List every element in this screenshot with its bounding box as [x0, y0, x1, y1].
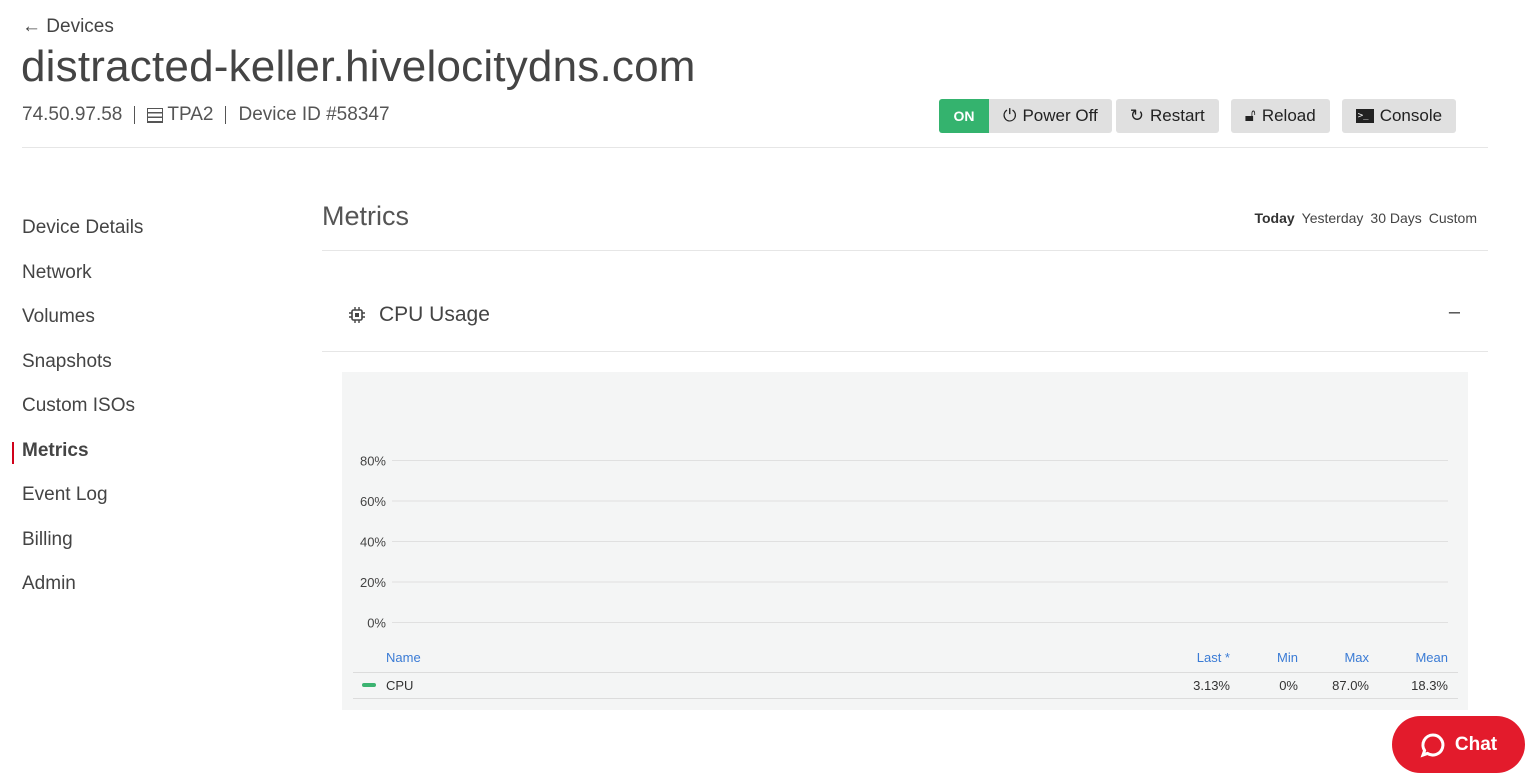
power-actions: ON ⏻ Power Off ↻ Restart 🔓︎ Reload >_ Consol… — [939, 99, 1457, 133]
range-custom[interactable]: Custom — [1428, 210, 1477, 226]
divider — [134, 106, 136, 124]
chat-label: Chat — [1454, 733, 1498, 755]
time-range-selector: Today Yesterday 30 Days Custom — [1254, 210, 1477, 226]
y-tick-label: 60% — [360, 494, 386, 509]
back-to-devices-link[interactable]: ← Devices — [22, 16, 114, 38]
ip-address: 74.50.97.58 — [22, 104, 123, 125]
legend-header-mean[interactable]: Mean — [1415, 650, 1448, 665]
sidebar-item-network[interactable]: Network — [22, 261, 92, 283]
chat-bubble-icon — [1420, 732, 1445, 757]
device-meta: 74.50.97.58 TPA2 Device ID #58347 — [22, 104, 390, 126]
restart-icon: ↻ — [1129, 106, 1144, 125]
legend-max-value: 87.0% — [1332, 678, 1369, 693]
sidebar-item-billing[interactable]: Billing — [22, 528, 73, 550]
console-button[interactable]: >_ Console — [1341, 99, 1457, 133]
legend-mean-value: 18.3% — [1411, 678, 1448, 693]
sidebar-item-metrics[interactable]: Metrics — [11, 429, 143, 474]
legend-swatch — [362, 683, 376, 687]
range-today[interactable]: Today — [1254, 210, 1295, 226]
power-off-label: Power Off — [1022, 106, 1098, 125]
reload-button[interactable]: 🔓︎ Reload — [1230, 99, 1330, 133]
legend-series-name[interactable]: CPU — [386, 678, 413, 693]
sidebar-item-snapshots[interactable]: Snapshots — [22, 350, 112, 372]
sidebar: Device Details Network Volumes Snapshots… — [11, 206, 144, 607]
y-tick-label: 40% — [360, 535, 386, 550]
legend-header-name[interactable]: Name — [386, 650, 421, 665]
restart-button[interactable]: ↻ Restart — [1115, 99, 1219, 133]
metrics-title: Metrics — [322, 201, 409, 231]
legend-header-min[interactable]: Min — [1277, 650, 1298, 665]
unlock-icon: 🔓︎ — [1244, 106, 1256, 125]
sidebar-item-device-details[interactable]: Device Details — [22, 217, 144, 239]
page-title: distracted-keller.hivelocitydns.com — [21, 42, 696, 91]
back-label: Devices — [46, 16, 114, 37]
arrow-left-icon: ← — [22, 16, 41, 37]
location: TPA2 — [167, 104, 214, 125]
range-yesterday[interactable]: Yesterday — [1301, 210, 1364, 226]
device-id: Device ID #58347 — [238, 104, 390, 125]
power-icon: ⏻ — [1003, 106, 1017, 125]
metrics-divider — [322, 250, 1488, 251]
sidebar-item-event-log[interactable]: Event Log — [22, 484, 108, 506]
collapse-button[interactable]: – — [1448, 301, 1460, 323]
divider — [225, 106, 227, 124]
legend-header-max[interactable]: Max — [1344, 650, 1369, 665]
y-tick-label: 20% — [360, 575, 386, 590]
legend-last-value: 3.13% — [1193, 678, 1230, 693]
y-tick-label: 80% — [360, 454, 386, 469]
terminal-icon: >_ — [1355, 109, 1374, 123]
power-status-badge: ON — [939, 99, 989, 133]
power-off-button[interactable]: ⏻ Power Off — [989, 99, 1112, 133]
console-label: Console — [1379, 106, 1443, 125]
cpu-usage-panel-header[interactable]: CPU Usage – — [322, 279, 1488, 351]
sidebar-item-volumes[interactable]: Volumes — [22, 306, 95, 328]
cpu-chip-icon — [349, 307, 365, 323]
cpu-chart: 0%20%40%60%80%14:0016:0018:0020:0022:000… — [342, 372, 1468, 710]
y-tick-label: 0% — [367, 616, 386, 631]
header-divider — [22, 147, 1488, 148]
panel-title: CPU Usage — [379, 303, 490, 326]
panel-divider — [322, 351, 1488, 352]
sidebar-item-custom-isos[interactable]: Custom ISOs — [22, 395, 135, 417]
cpu-chart-svg: 0%20%40%60%80%14:0016:0018:0020:0022:000… — [353, 454, 1458, 699]
chat-button[interactable]: Chat — [1392, 716, 1525, 773]
reload-label: Reload — [1261, 106, 1316, 125]
server-icon — [147, 107, 164, 123]
legend-table: Name Last * Min Max Mean CPU 3.13% 0% 87… — [353, 650, 1458, 699]
legend-header-last[interactable]: Last * — [1197, 650, 1230, 665]
legend-min-value: 0% — [1279, 678, 1298, 693]
sidebar-item-admin[interactable]: Admin — [22, 573, 76, 595]
restart-label: Restart — [1149, 106, 1205, 125]
range-30-days[interactable]: 30 Days — [1370, 210, 1422, 226]
